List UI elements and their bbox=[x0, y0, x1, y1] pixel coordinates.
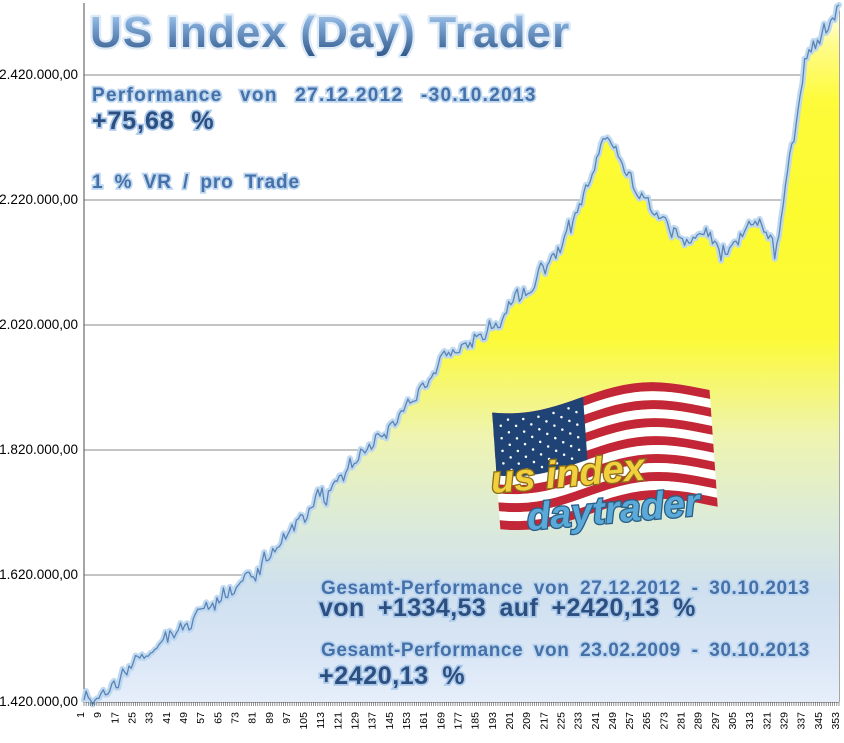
svg-text:241: 241 bbox=[590, 712, 602, 730]
svg-text:1.820.000,00: 1.820.000,00 bbox=[0, 442, 78, 457]
svg-text:49: 49 bbox=[178, 712, 190, 724]
svg-text:1: 1 bbox=[75, 712, 87, 718]
svg-text:337: 337 bbox=[796, 712, 808, 730]
svg-text:2.020.000,00: 2.020.000,00 bbox=[0, 317, 78, 332]
svg-text:265: 265 bbox=[641, 712, 653, 730]
svg-text:289: 289 bbox=[693, 712, 705, 730]
svg-text:1.420.000,00: 1.420.000,00 bbox=[0, 694, 78, 709]
svg-text:161: 161 bbox=[418, 712, 430, 730]
svg-text:57: 57 bbox=[195, 712, 207, 724]
svg-text:17: 17 bbox=[109, 712, 121, 724]
svg-text:105: 105 bbox=[298, 712, 310, 730]
svg-text:305: 305 bbox=[727, 712, 739, 730]
svg-text:273: 273 bbox=[658, 712, 670, 730]
svg-text:177: 177 bbox=[453, 712, 465, 730]
svg-text:281: 281 bbox=[676, 712, 688, 730]
svg-text:+75,68 %: +75,68 % bbox=[92, 107, 215, 135]
svg-text:113: 113 bbox=[315, 712, 327, 729]
svg-text:121: 121 bbox=[332, 712, 344, 730]
svg-text:257: 257 bbox=[624, 712, 636, 730]
svg-text:73: 73 bbox=[229, 712, 241, 724]
svg-text:249: 249 bbox=[607, 712, 619, 730]
svg-text:129: 129 bbox=[350, 712, 362, 730]
svg-text:209: 209 bbox=[521, 712, 533, 730]
svg-text:225: 225 bbox=[556, 712, 568, 730]
svg-text:65: 65 bbox=[212, 712, 224, 724]
svg-text:US Index (Day) Trader: US Index (Day) Trader bbox=[90, 8, 570, 57]
svg-text:217: 217 bbox=[538, 712, 550, 730]
svg-text:2.220.000,00: 2.220.000,00 bbox=[0, 192, 78, 207]
svg-text:153: 153 bbox=[401, 712, 413, 730]
svg-text:1 % VR / pro Trade: 1 % VR / pro Trade bbox=[92, 172, 300, 193]
svg-text:329: 329 bbox=[779, 712, 791, 730]
svg-text:233: 233 bbox=[573, 712, 585, 730]
svg-text:321: 321 bbox=[761, 712, 773, 730]
svg-text:97: 97 bbox=[281, 712, 293, 724]
svg-text:313: 313 bbox=[744, 712, 756, 730]
svg-text:von +1334,53 auf +2420,13 %: von +1334,53 auf +2420,13 % bbox=[319, 594, 696, 622]
svg-text:297: 297 bbox=[710, 712, 722, 730]
svg-text:145: 145 bbox=[384, 712, 396, 730]
svg-text:193: 193 bbox=[487, 712, 499, 730]
svg-text:33: 33 bbox=[144, 712, 156, 724]
svg-text:137: 137 bbox=[367, 712, 379, 730]
svg-text:89: 89 bbox=[264, 712, 276, 724]
svg-text:25: 25 bbox=[127, 712, 139, 724]
svg-text:353: 353 bbox=[830, 712, 842, 730]
svg-text:+2420,13 %: +2420,13 % bbox=[319, 662, 465, 690]
svg-text:2.420.000,00: 2.420.000,00 bbox=[0, 67, 78, 82]
svg-text:169: 169 bbox=[435, 712, 447, 730]
svg-text:Performance von 27.12.2012 -: Performance von 27.12.2012 -30.10.2013 bbox=[92, 85, 537, 106]
svg-text:81: 81 bbox=[247, 712, 259, 724]
svg-text:41: 41 bbox=[161, 712, 173, 724]
svg-text:185: 185 bbox=[470, 712, 482, 730]
svg-text:345: 345 bbox=[813, 712, 825, 730]
svg-text:9: 9 bbox=[92, 712, 104, 718]
svg-text:Gesamt-Performance von 23.02: Gesamt-Performance von 23.02.2009 - 30.1… bbox=[321, 640, 810, 661]
svg-text:1.620.000,00: 1.620.000,00 bbox=[0, 567, 78, 582]
svg-text:201: 201 bbox=[504, 712, 516, 730]
